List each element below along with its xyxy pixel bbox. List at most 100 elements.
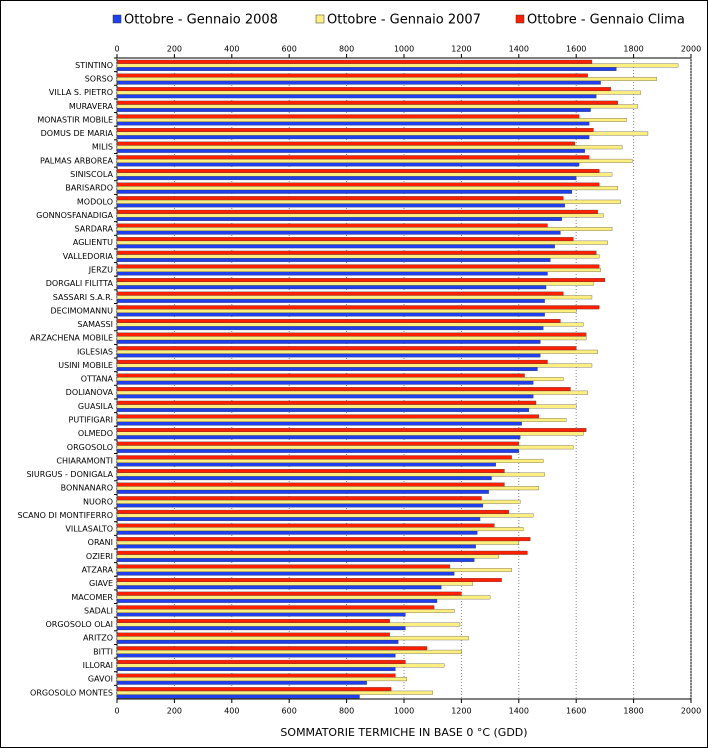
- bar: [116, 639, 399, 644]
- bar: [116, 363, 593, 368]
- bar: [116, 135, 590, 140]
- bar: [116, 404, 577, 409]
- y-tick-label: DORGALI FILITTA: [46, 279, 114, 288]
- bar: [116, 489, 489, 494]
- bar: [116, 186, 618, 191]
- bar: [116, 530, 478, 535]
- y-tick-label: MODOLO: [77, 197, 113, 206]
- x-tick-label-top: 0: [114, 45, 119, 54]
- bar: [116, 295, 593, 300]
- bar: [116, 107, 591, 112]
- y-tick-label: ARITZO: [83, 634, 113, 643]
- y-tick-label: ORGOSOLO OLAI: [45, 620, 113, 629]
- bar: [116, 558, 475, 562]
- bar: [116, 278, 606, 282]
- y-tick-label: MURAVERA: [69, 102, 114, 111]
- bar: [116, 680, 367, 685]
- bar: [116, 608, 455, 613]
- y-tick-label: MILIS: [92, 143, 113, 152]
- bar: [116, 554, 499, 559]
- y-tick-label: GUASILA: [78, 402, 114, 411]
- bar: [116, 312, 545, 317]
- bar: [116, 158, 633, 163]
- bar: [116, 155, 590, 160]
- bar: [116, 585, 442, 590]
- x-axis-title: SOMMATORIE TERMICHE IN BASE 0 °C (GDD): [280, 726, 527, 739]
- bar: [116, 298, 545, 303]
- bar: [116, 673, 396, 678]
- y-tick-label: VILLASALTO: [65, 525, 113, 534]
- legend-label: Ottobre - Gennaio 2007: [327, 13, 481, 28]
- bar: [116, 240, 608, 245]
- bar: [116, 73, 588, 78]
- y-tick-label: VALLEDORIA: [63, 252, 114, 261]
- bar: [116, 499, 521, 504]
- bar: [116, 659, 406, 664]
- bar: [116, 663, 445, 668]
- bar: [116, 380, 534, 385]
- bar: [116, 377, 564, 382]
- bar: [116, 441, 519, 446]
- x-tick-label: 1200: [451, 707, 471, 716]
- bar: [116, 496, 482, 501]
- x-tick-label: 400: [224, 707, 239, 716]
- bar: [116, 176, 577, 181]
- bar: [116, 104, 639, 109]
- bar: [116, 346, 577, 351]
- x-tick-label: 0: [114, 707, 119, 716]
- bar: [116, 63, 679, 68]
- x-tick-label-top: 800: [339, 45, 354, 54]
- bar: [116, 121, 590, 126]
- bar: [116, 414, 540, 419]
- bar: [116, 476, 492, 481]
- x-tick-label: 600: [282, 707, 297, 716]
- y-tick-label: SORSO: [85, 75, 113, 84]
- y-tick-label: USINI MOBILE: [58, 361, 113, 370]
- legend-swatch: [315, 14, 325, 24]
- bar: [116, 612, 406, 617]
- bar: [116, 468, 505, 473]
- y-tick-label: DECIMOMANNU: [50, 306, 113, 315]
- y-tick-label: ORGOSOLO MONTES: [30, 688, 113, 697]
- bar: [116, 550, 528, 555]
- y-tick-label: BARISARDO: [65, 184, 113, 193]
- bar: [116, 353, 541, 358]
- y-tick-label: DOLIANOVA: [66, 388, 114, 397]
- bar: [116, 100, 618, 105]
- bar: [116, 513, 534, 518]
- bar: [116, 568, 512, 572]
- y-tick-label: SADALI: [84, 606, 113, 615]
- y-tick-label: NUORO: [83, 497, 113, 506]
- bar: [116, 472, 545, 477]
- bar: [116, 445, 574, 450]
- x-tick-label: 1600: [566, 707, 586, 716]
- bar: [116, 387, 571, 392]
- x-tick-label-top: 1200: [451, 45, 471, 54]
- bar: [116, 189, 573, 194]
- bar: [116, 667, 396, 672]
- bar: [116, 517, 481, 522]
- y-tick-label: MACOMER: [71, 593, 113, 602]
- bar: [116, 571, 455, 576]
- bar: [116, 94, 597, 99]
- bar: [116, 162, 580, 167]
- bar: [116, 254, 600, 259]
- x-tick-label: 1000: [394, 707, 414, 716]
- y-tick-label: SIURGUS - DONIGALA: [26, 470, 113, 479]
- y-tick-label: DOMUS DE MARIA: [41, 129, 114, 138]
- y-tick-label: SARDARA: [75, 225, 114, 234]
- bar: [116, 223, 548, 228]
- x-tick-label-top: 1800: [623, 45, 643, 54]
- bar: [116, 486, 540, 491]
- y-tick-label: CHIARAMONTI: [56, 456, 113, 465]
- y-tick-label: OLMEDO: [78, 429, 113, 438]
- bar: [116, 626, 406, 631]
- bar: [116, 281, 594, 286]
- bar: [116, 244, 555, 249]
- bar: [116, 271, 548, 276]
- y-tick-label: BONNANARO: [61, 484, 113, 493]
- bar: [116, 336, 587, 341]
- y-tick-label: STINTINO: [75, 61, 113, 70]
- y-tick-label: AGLIENTU: [73, 238, 113, 247]
- bar: [116, 677, 408, 682]
